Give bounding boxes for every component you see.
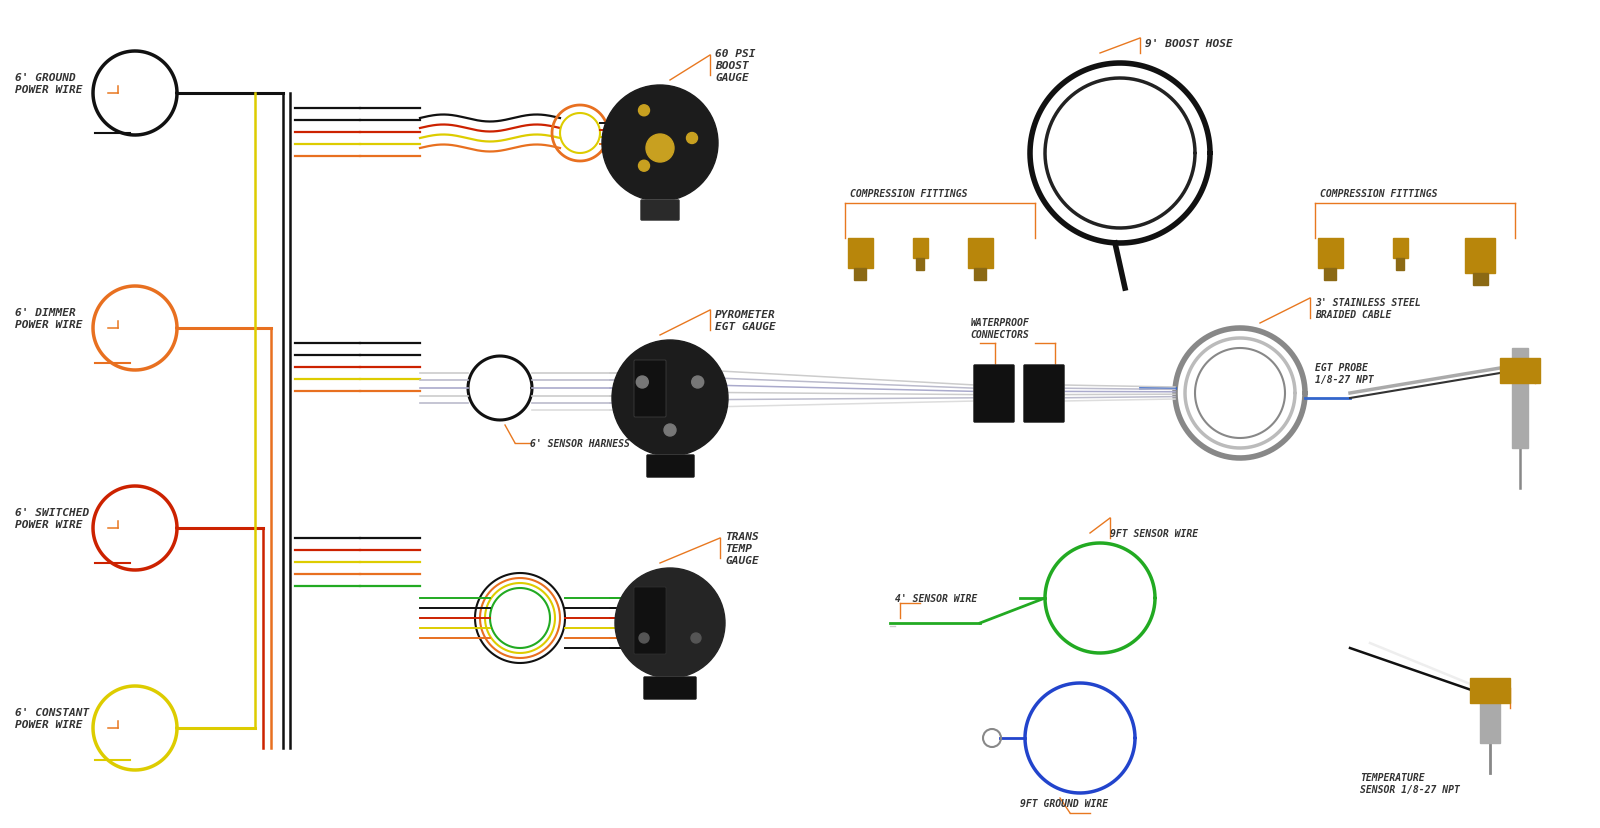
- Circle shape: [638, 633, 650, 643]
- Bar: [854, 268, 866, 281]
- Bar: [974, 268, 986, 281]
- Text: COMPRESSION FITTINGS: COMPRESSION FITTINGS: [850, 189, 968, 199]
- FancyBboxPatch shape: [1024, 365, 1064, 423]
- Bar: [1480, 683, 1501, 743]
- Circle shape: [686, 133, 698, 144]
- Circle shape: [602, 86, 718, 202]
- FancyBboxPatch shape: [634, 587, 666, 654]
- Text: COMPRESSION FITTINGS: COMPRESSION FITTINGS: [1320, 189, 1437, 199]
- Text: 9' BOOST HOSE: 9' BOOST HOSE: [1146, 39, 1232, 49]
- Text: TEMPERATURE
SENSOR 1/8-27 NPT: TEMPERATURE SENSOR 1/8-27 NPT: [1360, 773, 1459, 794]
- Text: 9FT SENSOR WIRE: 9FT SENSOR WIRE: [1110, 528, 1198, 538]
- FancyBboxPatch shape: [643, 676, 696, 700]
- Text: 4' SENSOR WIRE: 4' SENSOR WIRE: [894, 594, 978, 604]
- Bar: [1323, 268, 1336, 281]
- FancyBboxPatch shape: [973, 365, 1014, 423]
- Circle shape: [637, 377, 648, 388]
- Text: 6' DIMMER
POWER WIRE: 6' DIMMER POWER WIRE: [14, 308, 83, 330]
- FancyBboxPatch shape: [646, 455, 694, 478]
- Text: 6' SWITCHED
POWER WIRE: 6' SWITCHED POWER WIRE: [14, 508, 90, 529]
- Bar: [1512, 349, 1528, 449]
- Text: 6' SENSOR HARNESS: 6' SENSOR HARNESS: [530, 439, 630, 449]
- FancyBboxPatch shape: [634, 360, 666, 417]
- Text: PYROMETER
EGT GAUGE: PYROMETER EGT GAUGE: [715, 310, 776, 331]
- Bar: [912, 238, 928, 258]
- FancyBboxPatch shape: [640, 200, 680, 221]
- Bar: [1466, 238, 1494, 274]
- Text: TRANS
TEMP
GAUGE: TRANS TEMP GAUGE: [725, 532, 758, 565]
- Bar: [1317, 238, 1342, 268]
- Circle shape: [691, 633, 701, 643]
- Text: 60 PSI
BOOST
GAUGE: 60 PSI BOOST GAUGE: [715, 50, 755, 83]
- Circle shape: [691, 377, 704, 388]
- Text: WATERPROOF
CONNECTORS: WATERPROOF CONNECTORS: [971, 318, 1029, 339]
- Text: EGT PROBE
1/8-27 NPT: EGT PROBE 1/8-27 NPT: [1315, 363, 1374, 384]
- Bar: [1470, 678, 1510, 703]
- Text: 6' GROUND
POWER WIRE: 6' GROUND POWER WIRE: [14, 73, 83, 94]
- Bar: [917, 258, 923, 271]
- Text: 3' STAINLESS STEEL
BRAIDED CABLE: 3' STAINLESS STEEL BRAIDED CABLE: [1315, 298, 1421, 320]
- Bar: [1472, 274, 1488, 286]
- Circle shape: [664, 425, 677, 436]
- Bar: [1397, 258, 1403, 271]
- Bar: [1501, 359, 1539, 383]
- Bar: [1392, 238, 1408, 258]
- Bar: [848, 238, 872, 268]
- Text: 6' CONSTANT
POWER WIRE: 6' CONSTANT POWER WIRE: [14, 707, 90, 729]
- Text: 9FT GROUND WIRE: 9FT GROUND WIRE: [1021, 798, 1109, 808]
- Circle shape: [614, 568, 725, 678]
- Circle shape: [613, 340, 728, 456]
- Circle shape: [638, 106, 650, 117]
- Bar: [968, 238, 992, 268]
- Circle shape: [646, 135, 674, 163]
- Circle shape: [638, 161, 650, 172]
